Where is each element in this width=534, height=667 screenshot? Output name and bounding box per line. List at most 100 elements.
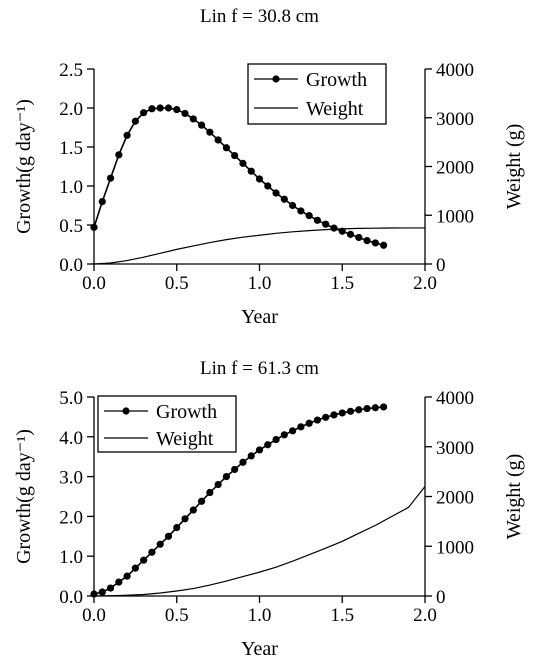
y-left-tick-label: 1.5 (59, 138, 83, 159)
x-tick-label: 1.5 (330, 273, 354, 294)
data-point-growth (330, 224, 338, 232)
data-point-growth (355, 233, 363, 242)
y-left-tick-label: 0.0 (59, 587, 83, 608)
data-point-growth (181, 515, 189, 523)
data-point-growth (206, 488, 214, 497)
legend-marker-growth (122, 407, 130, 415)
data-point-growth (148, 548, 156, 556)
data-point-growth (231, 151, 239, 160)
data-point-growth (197, 121, 206, 129)
data-point-growth (346, 407, 355, 415)
data-point-growth (363, 237, 371, 245)
y-right-tick-label: 2000 (436, 488, 474, 509)
data-point-growth (297, 423, 305, 431)
y-axis-right-title: Weight (g) (503, 454, 525, 540)
chart-title: Lin f = 30.8 cm (200, 6, 319, 27)
y-left-tick-label: 2.5 (59, 60, 83, 81)
data-point-growth (98, 588, 106, 596)
x-tick-label: 0.0 (82, 273, 106, 294)
y-right-tick-label: 1000 (436, 206, 474, 227)
x-tick-label: 0.5 (165, 605, 189, 626)
data-point-growth (156, 104, 164, 112)
series-line-growth (93, 107, 384, 247)
series-line-weight (93, 486, 426, 597)
data-point-growth (313, 416, 322, 424)
data-point-growth (297, 207, 305, 215)
y-right-tick-label: 0 (436, 587, 446, 608)
data-point-growth (90, 223, 98, 231)
data-point-growth (272, 435, 280, 444)
x-tick-label: 0.0 (82, 605, 106, 626)
data-point-growth (255, 175, 264, 183)
y-axis-left-title: Growth(g day⁻¹) (13, 429, 35, 564)
y-left-tick-label: 1.0 (59, 177, 83, 198)
y-right-tick-label: 2000 (436, 158, 474, 179)
y-right-tick-label: 0 (436, 255, 446, 276)
legend-label-weight: Weight (156, 428, 214, 450)
data-point-growth (214, 480, 222, 489)
data-point-growth (115, 151, 123, 159)
y-right-tick-label: 4000 (436, 388, 474, 409)
data-point-growth (148, 105, 156, 113)
data-point-growth (164, 532, 173, 540)
x-tick-label: 2.0 (413, 605, 437, 626)
data-point-growth (239, 458, 247, 466)
data-point-growth (322, 413, 330, 421)
legend-box (97, 395, 237, 453)
chart-title: Lin f = 61.3 cm (200, 358, 319, 379)
data-point-growth (140, 556, 148, 564)
data-point-growth (115, 578, 123, 586)
data-point-growth (346, 230, 355, 238)
y-left-tick-label: 2.0 (59, 507, 83, 528)
data-point-growth (222, 473, 230, 481)
data-point-growth (98, 198, 106, 206)
data-point-growth (380, 241, 388, 249)
data-point-growth (189, 115, 197, 123)
x-axis-title: Year (241, 638, 278, 660)
y-left-tick-label: 2.0 (59, 99, 83, 120)
legend-label-growth: Growth (306, 69, 367, 91)
data-point-growth (330, 411, 338, 419)
data-point-growth (380, 403, 388, 411)
x-tick-label: 1.5 (330, 605, 354, 626)
series-line-weight (93, 227, 425, 265)
data-point-growth (214, 136, 222, 144)
data-point-growth (239, 159, 247, 167)
data-point-growth (164, 104, 173, 112)
data-point-growth (123, 131, 131, 139)
data-point-growth (131, 117, 139, 125)
data-point-growth (106, 584, 115, 592)
y-left-tick-label: 1.0 (59, 547, 83, 568)
data-point-growth (338, 409, 346, 417)
legend-label-weight: Weight (306, 98, 364, 120)
data-point-growth (264, 182, 272, 190)
data-point-growth (363, 404, 371, 413)
data-point-growth (106, 174, 115, 182)
data-point-growth (264, 441, 272, 449)
chart-panel-2: Lin f = 61.3 cm 0.0 0.5 1.0 1.5 2.0 0.0 1.0 2.0 3… (13, 358, 525, 660)
data-point-growth (305, 212, 313, 220)
x-tick-label: 2.0 (413, 273, 437, 294)
legend: Growth Weight (247, 63, 387, 125)
data-point-growth (181, 109, 189, 118)
legend: Growth Weight (97, 395, 237, 453)
data-point-growth (173, 105, 181, 114)
data-point-growth (355, 406, 363, 414)
data-point-growth (313, 216, 322, 224)
data-point-growth (247, 452, 255, 460)
x-tick-label: 1.0 (248, 273, 272, 294)
data-point-growth (123, 572, 131, 580)
data-point-growth (289, 201, 297, 210)
data-point-growth (173, 523, 181, 532)
data-point-growth (371, 404, 379, 412)
data-point-growth (371, 239, 379, 247)
legend-marker-growth (272, 75, 280, 83)
data-point-growth (131, 564, 139, 572)
data-point-growth (289, 427, 297, 435)
y-left-tick-label: 0.5 (59, 216, 83, 237)
data-point-growth (280, 431, 288, 439)
data-point-growth (156, 540, 164, 548)
y-left-tick-label: 0.0 (59, 255, 83, 276)
